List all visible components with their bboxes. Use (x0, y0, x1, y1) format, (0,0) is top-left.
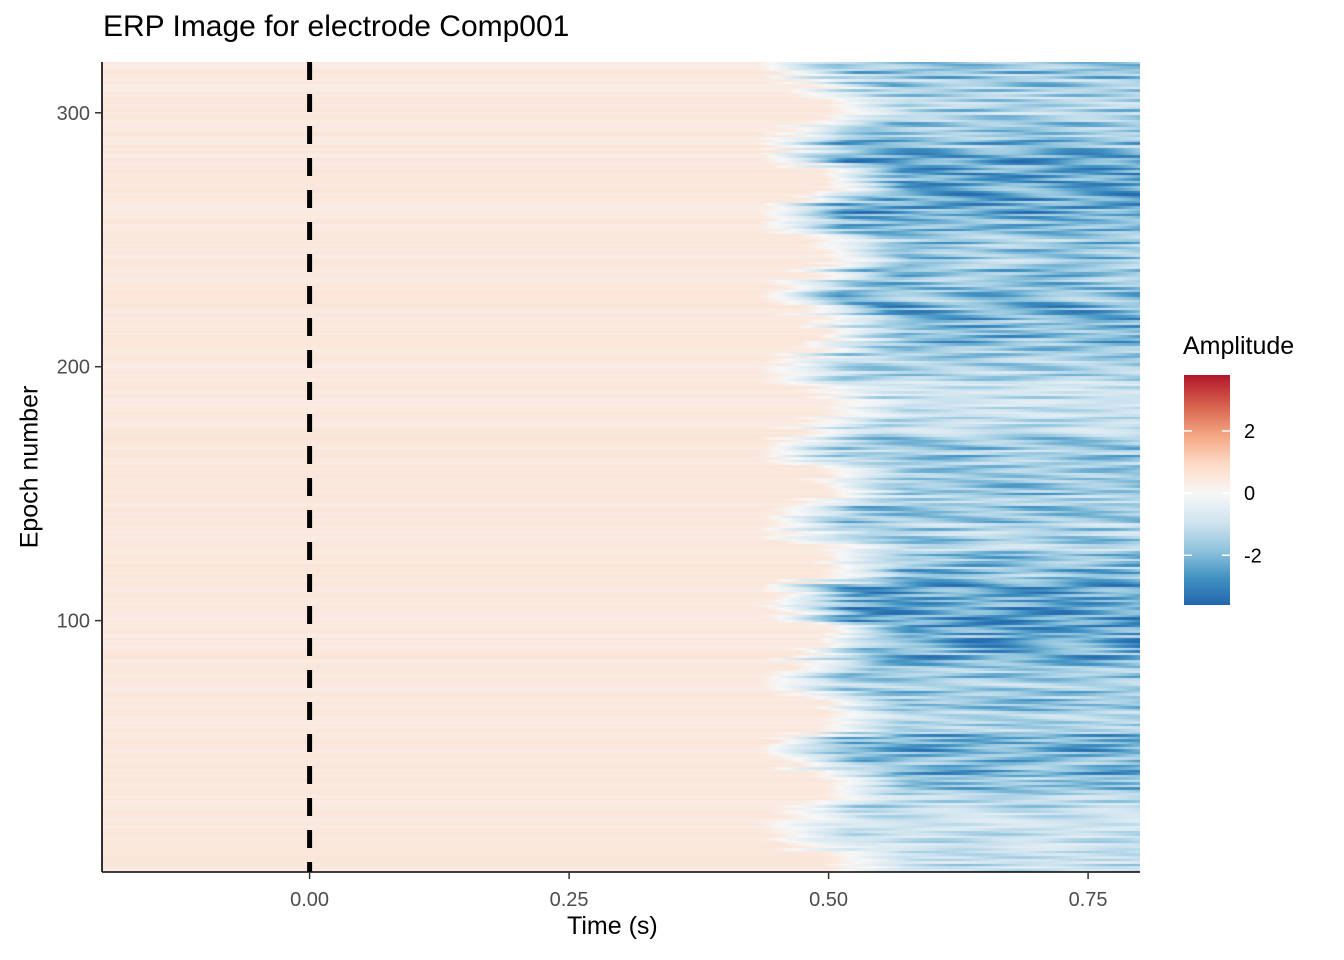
y-axis-ticks: 100 200 300 (57, 103, 102, 633)
legend-title: Amplitude (1183, 332, 1295, 360)
x-tick-label: 0.25 (550, 889, 589, 911)
y-tick-label: 100 (57, 611, 90, 633)
legend-tick-label: -2 (1244, 545, 1262, 567)
legend-tick-label: 0 (1244, 483, 1255, 505)
y-tick-label: 300 (57, 103, 90, 125)
x-tick-label: 0.75 (1069, 889, 1108, 911)
x-axis-ticks: 0.00 0.25 0.50 0.75 (290, 872, 1108, 911)
x-tick-label: 0.50 (809, 889, 848, 911)
x-axis-label: Time (s) (567, 912, 658, 940)
y-axis-label: Epoch number (15, 385, 44, 549)
y-tick-label: 200 (57, 357, 90, 379)
legend-ticks: 2 0 -2 (1184, 421, 1262, 567)
heatmap-plot-area (102, 62, 1140, 872)
legend-tick-label: 2 (1244, 421, 1255, 443)
x-tick-label: 0.00 (290, 889, 329, 911)
legend-colorbar (1184, 375, 1230, 605)
chart-title: ERP Image for electrode Comp001 (103, 10, 570, 43)
